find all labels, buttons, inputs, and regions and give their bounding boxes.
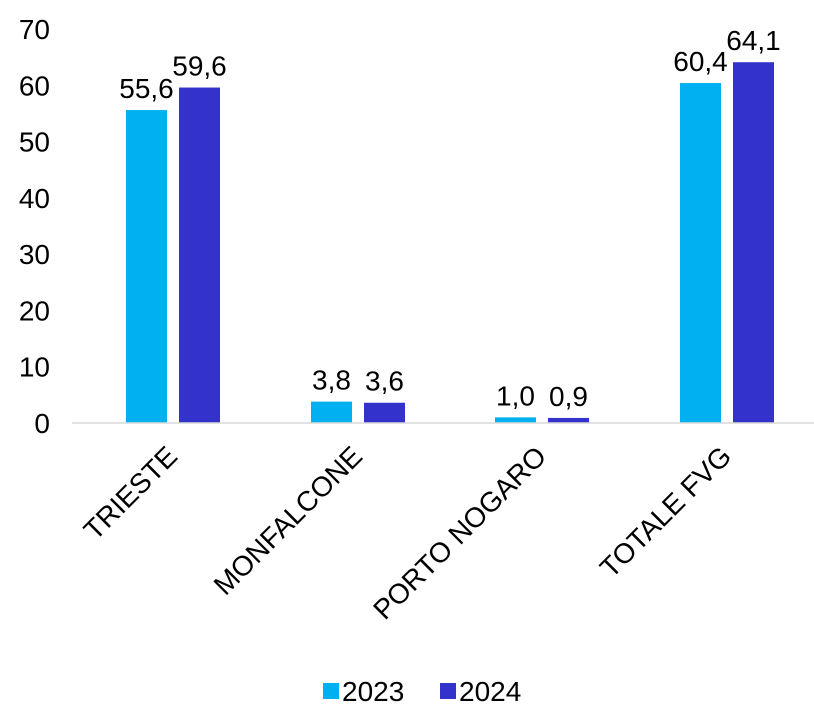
bar-2023-monfalcone (311, 401, 352, 423)
legend-label: 2023 (342, 676, 404, 707)
y-tick-label: 30 (19, 239, 50, 270)
bar-2024-totale-fvg (733, 62, 774, 424)
bar-2024-trieste (179, 87, 220, 423)
y-tick-label: 40 (19, 183, 50, 214)
bars (126, 62, 774, 424)
legend-swatch-2023 (323, 683, 339, 699)
legend: 2023 2024 (323, 676, 521, 707)
data-label: 55,6 (119, 73, 174, 104)
data-label: 3,6 (365, 366, 404, 397)
y-tick-label: 70 (19, 14, 50, 45)
bar-2024-monfalcone (364, 402, 405, 423)
y-tick-label: 60 (19, 70, 50, 101)
data-label: 0,9 (549, 381, 588, 412)
data-label: 59,6 (172, 51, 227, 82)
legend-swatch-2024 (440, 683, 456, 699)
data-label: 3,8 (312, 365, 351, 396)
x-category-label: MONFALCONE (208, 440, 369, 601)
x-category-label: TRIESTE (78, 440, 184, 546)
data-label: 60,4 (673, 46, 728, 77)
x-category-label: PORTO NOGARO (367, 440, 552, 625)
y-tick-label: 0 (34, 408, 50, 439)
bar-2023-trieste (126, 110, 167, 424)
data-label: 64,1 (726, 25, 781, 56)
data-labels: 55,659,6 3,8 3,6 1,0 0,9 60,464,1 (119, 25, 781, 412)
bar-2023-totale-fvg (680, 83, 721, 423)
bar-2023-porto-nogaro (495, 417, 536, 423)
y-tick-label: 10 (19, 352, 50, 383)
x-category-label: TOTALE FVG (594, 440, 737, 583)
y-axis: 0 10 20 30 40 50 60 70 (19, 14, 50, 439)
y-tick-label: 20 (19, 295, 50, 326)
y-tick-label: 50 (19, 127, 50, 158)
bar-2024-porto-nogaro (548, 417, 589, 423)
data-label: 1,0 (496, 380, 535, 411)
legend-label: 2024 (459, 676, 521, 707)
